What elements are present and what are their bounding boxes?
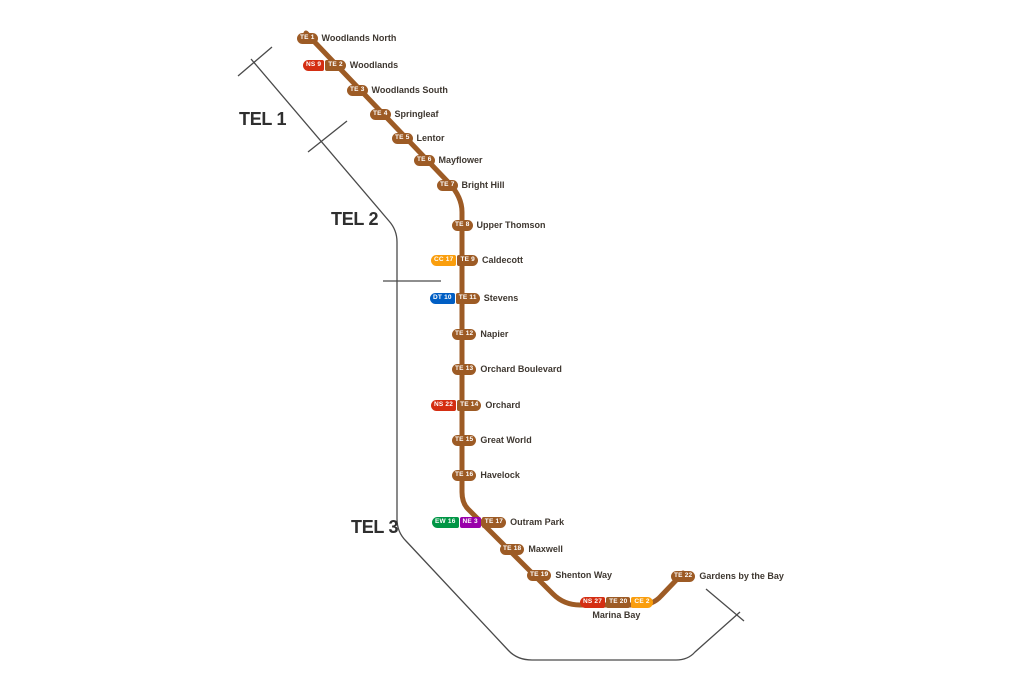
line-badge: NE 3	[459, 517, 481, 528]
station-badges: NS 9 TE 2	[303, 60, 346, 71]
station-name: Mayflower	[438, 155, 483, 165]
station-orchard[interactable]: NS 22 TE 14 Orchard	[431, 400, 520, 411]
line-badge: CE 2	[631, 597, 653, 608]
station-marina-bay[interactable]: NS 27 TE 20 CE 2 Marina Bay	[580, 597, 653, 620]
station-name: Upper Thomson	[476, 220, 546, 230]
line-badge: TE 22	[671, 571, 696, 582]
line-badge: TE 18	[500, 544, 525, 555]
station-badges: EW 16 NE 3 TE 17	[432, 517, 507, 528]
station-name: Great World	[480, 435, 532, 445]
station-name: Shenton Way	[555, 570, 613, 580]
line-badge: NS 27	[580, 597, 606, 608]
station-name: Caldecott	[481, 255, 523, 265]
line-badge: TE 12	[452, 329, 477, 340]
station-badges: NS 27 TE 20 CE 2	[580, 597, 653, 608]
station-great-world[interactable]: TE 15 Great World	[452, 435, 532, 446]
line-badge: TE 16	[452, 470, 477, 481]
station-badges: TE 12	[452, 329, 477, 340]
station-mayflower[interactable]: TE 6 Mayflower	[414, 155, 483, 166]
station-gardens-by-the-bay[interactable]: TE 22 Gardens by the Bay	[671, 571, 784, 582]
station-woodlands[interactable]: NS 9 TE 2 Woodlands	[303, 60, 398, 71]
station-name: Havelock	[480, 470, 520, 480]
line-badge: TE 8	[452, 220, 473, 231]
station-woodlands-north[interactable]: TE 1 Woodlands North	[297, 33, 396, 44]
station-badges: TE 15	[452, 435, 477, 446]
station-badges: TE 18	[500, 544, 525, 555]
station-badges: TE 5	[392, 133, 413, 144]
station-napier[interactable]: TE 12 Napier	[452, 329, 508, 340]
station-upper-thomson[interactable]: TE 8 Upper Thomson	[452, 220, 546, 231]
station-badges: TE 22	[671, 571, 696, 582]
line-badge: TE 6	[414, 155, 435, 166]
station-badges: TE 3	[347, 85, 368, 96]
line-badge: DT 10	[430, 293, 455, 304]
line-badge: TE 2	[325, 60, 346, 71]
station-orchard-boulevard[interactable]: TE 13 Orchard Boulevard	[452, 364, 562, 375]
station-maxwell[interactable]: TE 18 Maxwell	[500, 544, 563, 555]
phase-label-tel-1: TEL 1	[239, 109, 287, 129]
line-badge: NS 22	[431, 400, 457, 411]
station-shenton-way[interactable]: TE 19 Shenton Way	[527, 570, 612, 581]
station-badges: TE 19	[527, 570, 552, 581]
station-woodlands-south[interactable]: TE 3 Woodlands South	[347, 85, 448, 96]
station-lentor[interactable]: TE 5 Lentor	[392, 133, 445, 144]
station-name: Woodlands South	[371, 85, 448, 95]
line-badge: TE 11	[455, 293, 480, 304]
line-badge: TE 9	[457, 255, 478, 266]
phase-tick-start	[237, 46, 273, 77]
station-badges: DT 10 TE 11	[430, 293, 480, 304]
line-badge: TE 14	[457, 400, 482, 411]
phase-tick-end	[705, 588, 745, 622]
station-badges: TE 4	[370, 109, 391, 120]
station-caldecott[interactable]: CC 17 TE 9 Caldecott	[431, 255, 523, 266]
station-name: Orchard	[485, 400, 521, 410]
station-havelock[interactable]: TE 16 Havelock	[452, 470, 520, 481]
line-badge: TE 15	[452, 435, 477, 446]
station-badges: NS 22 TE 14	[431, 400, 482, 411]
station-name: Outram Park	[510, 517, 565, 527]
station-name: Lentor	[416, 133, 445, 143]
station-name: Stevens	[483, 293, 519, 303]
station-badges: CC 17 TE 9	[431, 255, 478, 266]
station-outram-park[interactable]: EW 16 NE 3 TE 17 Outram Park	[432, 517, 564, 528]
line-badge: TE 13	[452, 364, 477, 375]
station-bright-hill[interactable]: TE 7 Bright Hill	[437, 180, 505, 191]
station-name: Woodlands	[349, 60, 399, 70]
station-name: Napier	[480, 329, 509, 339]
station-name: Gardens by the Bay	[699, 571, 784, 581]
station-name: Woodlands North	[321, 33, 397, 43]
station-badges: TE 7	[437, 180, 458, 191]
line-badge: TE 19	[527, 570, 552, 581]
station-name: Marina Bay	[592, 610, 641, 620]
line-badge: TE 4	[370, 109, 391, 120]
station-badges: TE 16	[452, 470, 477, 481]
phase-tick-tel1-tel2	[307, 120, 348, 153]
phase-label-tel-3: TEL 3	[351, 517, 399, 537]
line-badge: TE 3	[347, 85, 368, 96]
station-name: Orchard Boulevard	[480, 364, 562, 374]
phase-label-tel-2: TEL 2	[331, 209, 379, 229]
line-badge: TE 20	[606, 597, 631, 608]
phase-boundary-line	[250, 58, 741, 661]
line-badge: CC 17	[431, 255, 457, 266]
station-badges: TE 8	[452, 220, 473, 231]
station-stevens[interactable]: DT 10 TE 11 Stevens	[430, 293, 518, 304]
station-badges: TE 1	[297, 33, 318, 44]
line-badge: TE 17	[481, 517, 507, 528]
line-badge: TE 7	[437, 180, 458, 191]
line-badge: TE 1	[297, 33, 318, 44]
station-name: Springleaf	[394, 109, 439, 119]
station-name: Bright Hill	[461, 180, 505, 190]
station-badges: TE 6	[414, 155, 435, 166]
station-badges: TE 13	[452, 364, 477, 375]
station-name: Maxwell	[528, 544, 563, 554]
line-badge: TE 5	[392, 133, 413, 144]
station-springleaf[interactable]: TE 4 Springleaf	[370, 109, 439, 120]
line-badge: NS 9	[303, 60, 325, 71]
line-badge: EW 16	[432, 517, 459, 528]
